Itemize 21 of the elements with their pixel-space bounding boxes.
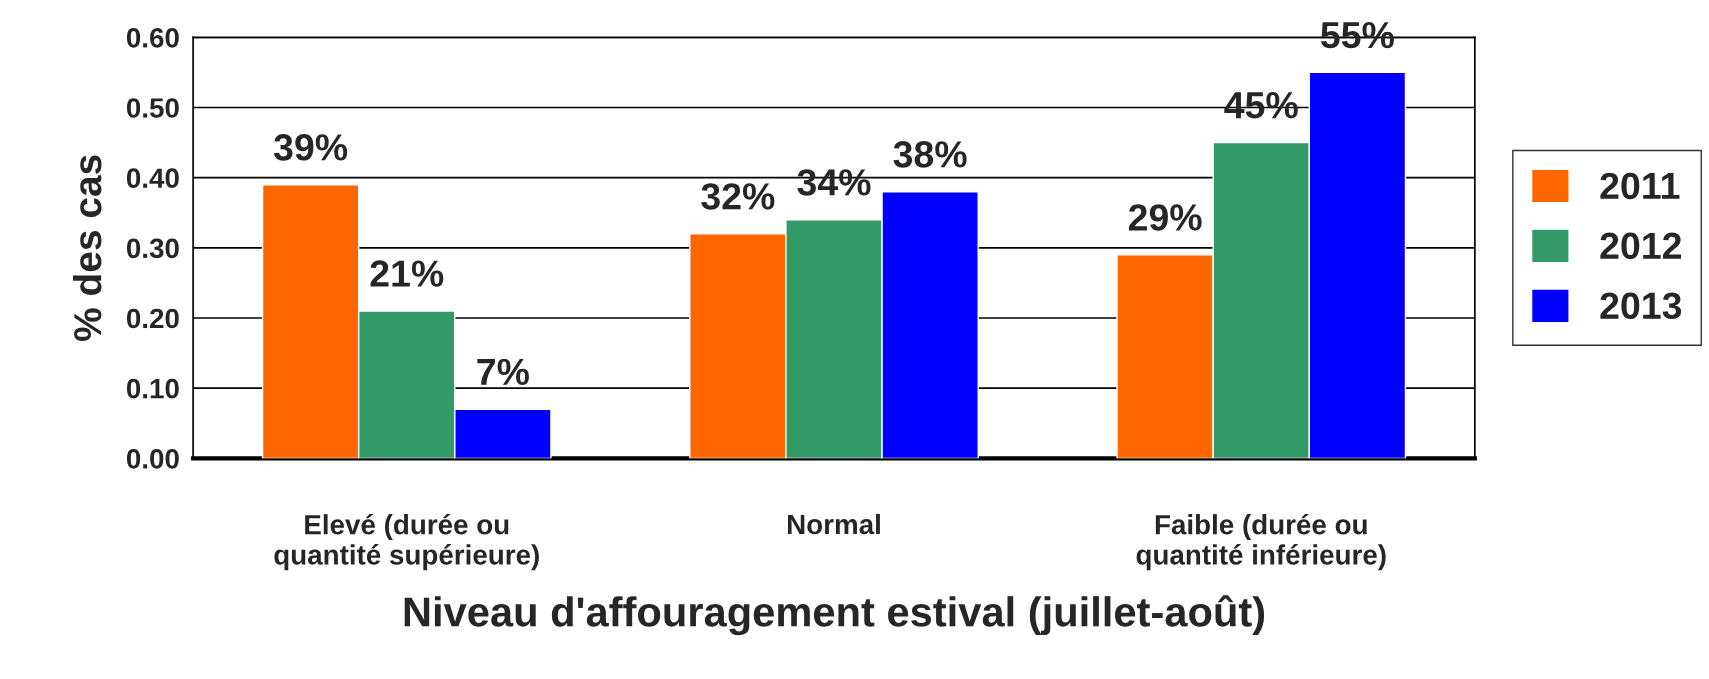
data-label: 7%: [477, 358, 529, 386]
data-label: 39%: [273, 134, 348, 161]
legend-label: 2011: [1600, 172, 1680, 200]
x-axis-title: Niveau d'affouragement estival (juillet-août): [404, 595, 1265, 636]
x-tick-label: Faible (durée ou quantité inférieure): [1136, 513, 1386, 571]
data-label: 32%: [701, 183, 775, 210]
y-axis-title: % des cas: [72, 155, 102, 341]
y-tick-label: 0.50: [126, 98, 179, 118]
y-tick-label: 0.20: [126, 308, 179, 329]
x-tick-label: Elevé (durée ou quantité supérieure): [274, 513, 539, 571]
legend-label: 2013: [1600, 292, 1682, 320]
y-tick-label: 0.00: [126, 448, 179, 469]
data-label: 29%: [1128, 204, 1202, 231]
y-tick-label: 0.10: [126, 378, 179, 399]
data-label: 21%: [370, 260, 444, 287]
y-tick-label: 0.30: [126, 238, 179, 259]
data-label: 38%: [893, 141, 967, 168]
y-tick-label: 0.60: [126, 28, 179, 48]
y-tick-label: 0.40: [126, 168, 179, 189]
legend-label: 2012: [1600, 232, 1682, 260]
x-tick-label: Normal: [788, 513, 880, 535]
